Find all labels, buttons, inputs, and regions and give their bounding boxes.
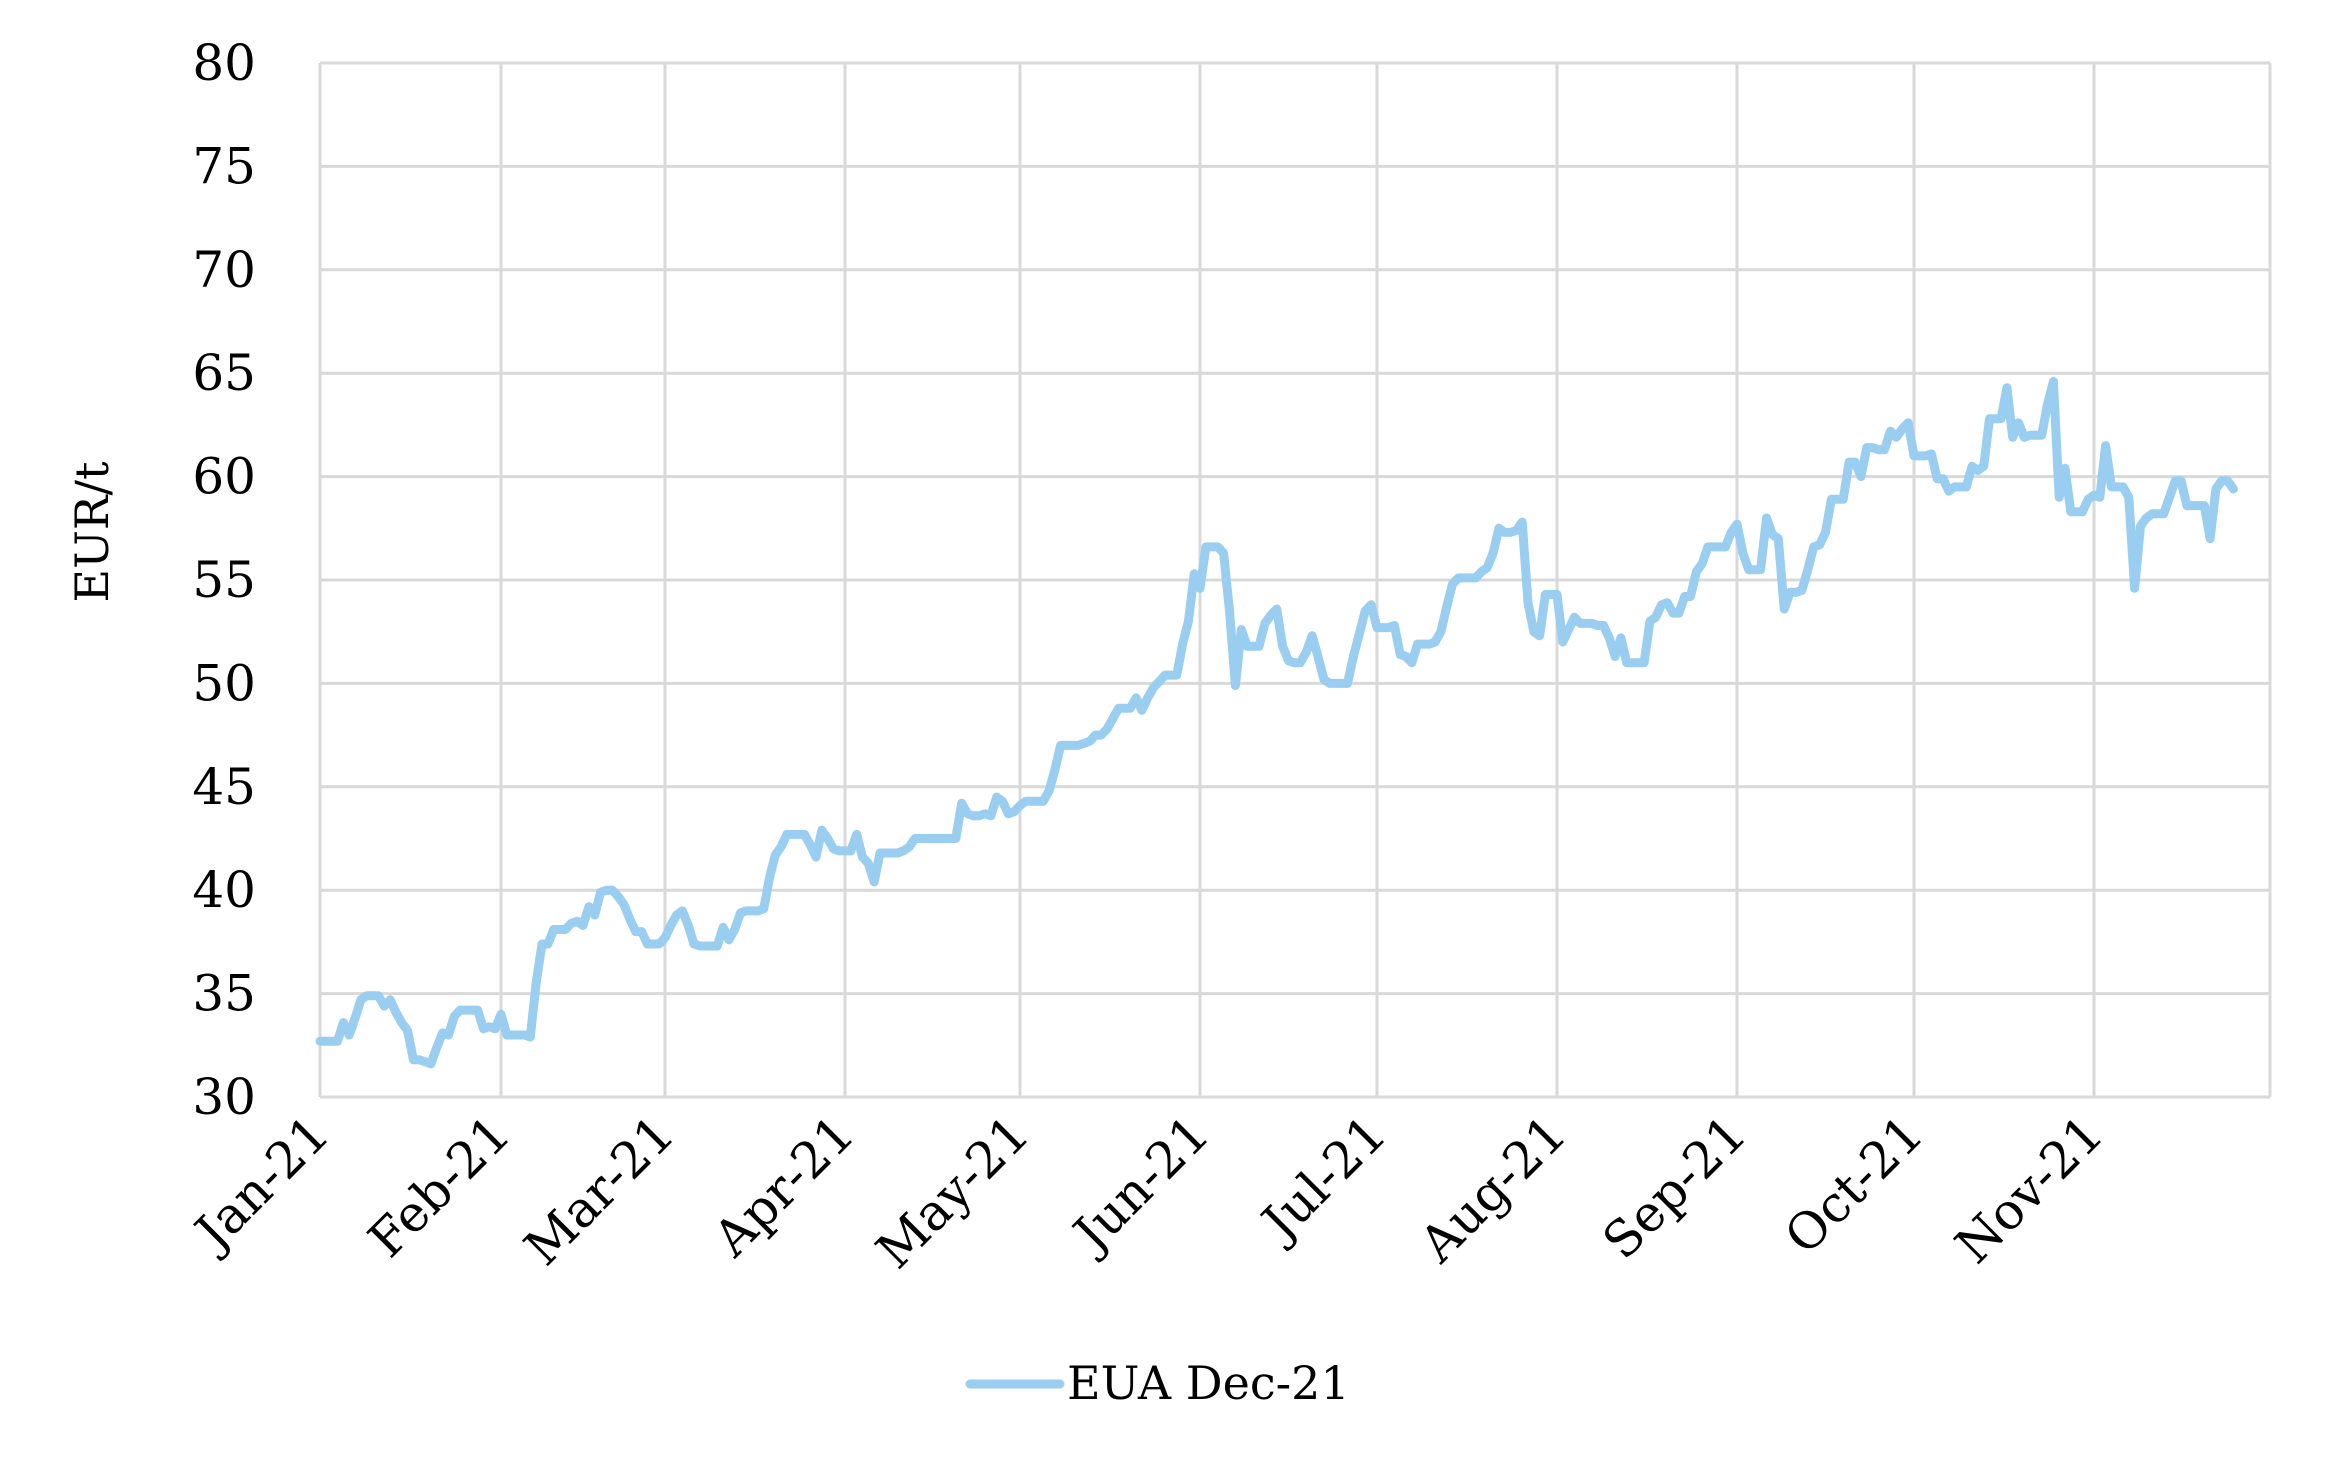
y-tick-label: 35 bbox=[192, 965, 256, 1023]
x-tick-label: Oct-21 bbox=[1774, 1104, 1935, 1265]
x-tick-label: Mar-21 bbox=[513, 1104, 685, 1276]
y-tick-label: 80 bbox=[192, 34, 256, 92]
x-tick-label: Feb-21 bbox=[357, 1104, 521, 1268]
y-tick-label: 75 bbox=[192, 137, 256, 195]
x-tick-label: May-21 bbox=[865, 1104, 1040, 1279]
x-tick-label: Aug-21 bbox=[1408, 1104, 1578, 1274]
x-tick-label: Sep-21 bbox=[1592, 1104, 1758, 1270]
y-tick-label: 60 bbox=[192, 448, 256, 506]
x-tick-label: Jan-21 bbox=[181, 1104, 341, 1264]
x-tick-label: Jul-21 bbox=[1248, 1104, 1398, 1254]
y-axis-title: EUR/t bbox=[65, 461, 119, 602]
x-tick-label: Nov-21 bbox=[1944, 1104, 2114, 1274]
y-tick-label: 55 bbox=[192, 551, 256, 609]
gridlines bbox=[318, 61, 2272, 1099]
y-tick-label: 45 bbox=[192, 758, 256, 816]
y-tick-label: 70 bbox=[192, 241, 256, 299]
y-tick-label: 65 bbox=[192, 344, 256, 402]
x-tick-label: Apr-21 bbox=[702, 1104, 866, 1268]
legend-label: EUA Dec-21 bbox=[1067, 1356, 1350, 1410]
y-tick-label: 40 bbox=[192, 861, 256, 919]
y-axis-tick-labels: 30 35 40 45 50 55 60 65 70 75 80 bbox=[192, 34, 256, 1126]
series-line-eua-dec-21 bbox=[315, 377, 2238, 1069]
y-tick-label: 30 bbox=[192, 1068, 256, 1126]
x-tick-label: Jun-21 bbox=[1059, 1104, 1220, 1265]
legend: EUA Dec-21 bbox=[965, 1356, 1350, 1410]
y-tick-label: 50 bbox=[192, 654, 256, 712]
